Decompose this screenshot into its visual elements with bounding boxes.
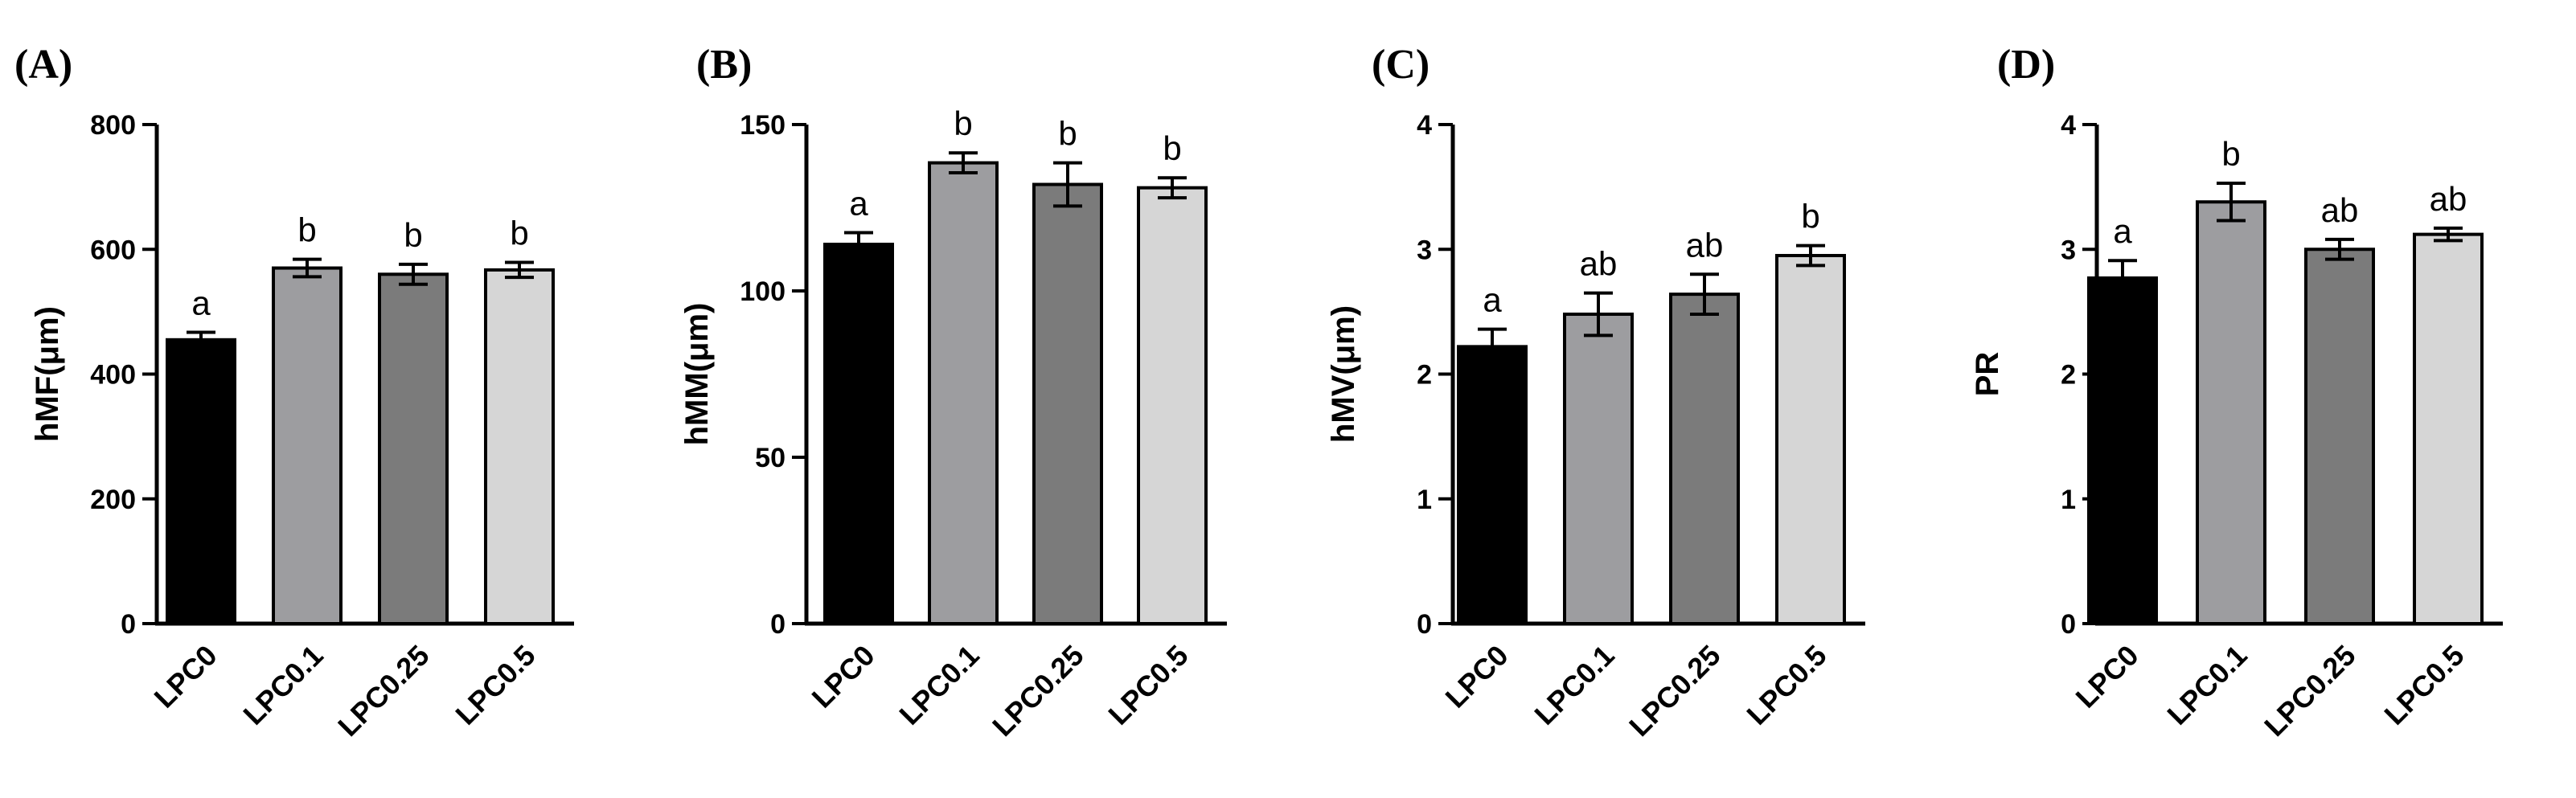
panel-label: (C) xyxy=(1372,42,1430,88)
y-axis-title: hMV(μm) xyxy=(1326,305,1361,443)
y-tick-label: 600 xyxy=(90,235,136,265)
y-tick-label: 1 xyxy=(2061,485,2076,515)
category-label: LPC0 xyxy=(2069,639,2145,714)
y-tick-label: 2 xyxy=(1417,360,1432,391)
bar-LPC0.1 xyxy=(1563,312,1634,625)
category-label: LPC0.5 xyxy=(2377,639,2470,731)
significance-label: a xyxy=(2113,212,2132,250)
significance-label: ab xyxy=(2430,180,2467,218)
category-label: LPC0.1 xyxy=(892,639,985,731)
panel-label: (D) xyxy=(1997,42,2055,88)
y-tick-label: 0 xyxy=(2061,609,2076,640)
bar-LPC0.25 xyxy=(1032,182,1103,625)
y-tick-label: 200 xyxy=(90,485,136,515)
y-tick-label: 100 xyxy=(740,276,786,307)
significance-label: a xyxy=(849,185,868,223)
category-label: LPC0.1 xyxy=(2160,639,2253,731)
y-tick-label: 2 xyxy=(2061,360,2076,391)
significance-label: b xyxy=(2221,135,2240,173)
category-label: LPC0 xyxy=(1439,639,1515,714)
bar-LPC0.25 xyxy=(378,272,449,625)
significance-label: ab xyxy=(2321,191,2359,229)
y-tick-label: 800 xyxy=(90,110,136,141)
category-label: LPC0.25 xyxy=(1622,639,1726,743)
bar-LPC0 xyxy=(2087,276,2158,625)
bar-LPC0.5 xyxy=(2413,232,2484,625)
y-tick-label: 150 xyxy=(740,110,786,141)
bar-LPC0.1 xyxy=(928,161,999,626)
y-tick-label: 50 xyxy=(755,443,786,473)
category-label: LPC0.25 xyxy=(2258,639,2361,743)
y-axis-title: PR xyxy=(1970,352,2005,397)
significance-label: ab xyxy=(1686,226,1724,264)
category-label: LPC0.5 xyxy=(1740,639,1832,731)
significance-label: b xyxy=(510,215,528,252)
significance-label: b xyxy=(954,104,972,142)
category-label: LPC0 xyxy=(148,639,224,714)
y-tick-label: 4 xyxy=(1417,110,1432,141)
y-tick-label: 400 xyxy=(90,360,136,391)
bar-LPC0.5 xyxy=(484,268,555,625)
bar-LPC0.1 xyxy=(2196,200,2266,625)
bar-LPC0 xyxy=(823,243,894,625)
chart-panel-2: (B) 0 50 100 150 hMM(μm) a LPC0 b LPC0.1 b LPC0.25 b… xyxy=(679,42,1227,743)
bar-LPC0.5 xyxy=(1137,186,1208,626)
category-label: LPC0.5 xyxy=(1101,639,1194,731)
category-label: LPC0.25 xyxy=(986,639,1089,743)
y-tick-label: 1 xyxy=(1417,485,1432,515)
bar-LPC0 xyxy=(1457,345,1528,625)
category-label: LPC0.1 xyxy=(1528,639,1620,731)
category-label: LPC0.1 xyxy=(236,639,329,731)
panel-label: (B) xyxy=(696,42,752,88)
significance-label: b xyxy=(1801,198,1819,235)
significance-label: a xyxy=(191,284,211,321)
y-axis-title: hMF(μm) xyxy=(30,306,65,442)
bar-LPC0.5 xyxy=(1775,254,1846,625)
category-label: LPC0 xyxy=(806,639,881,714)
bar-LPC0.25 xyxy=(1669,293,1740,625)
chart-panel-4: (D) 0 1 2 3 4 PR a LPC0 b LPC0.1 ab LPC0.25 ab LPC0.5 xyxy=(1970,42,2503,743)
significance-label: ab xyxy=(1580,245,1618,283)
significance-label: b xyxy=(297,211,316,249)
y-tick-label: 3 xyxy=(1417,235,1432,265)
bar-LPC0.1 xyxy=(272,266,343,625)
significance-label: b xyxy=(1058,115,1077,153)
y-tick-label: 3 xyxy=(2061,235,2076,265)
y-tick-label: 0 xyxy=(770,609,786,640)
y-tick-label: 0 xyxy=(1417,609,1432,640)
chart-panel-1: (A) 0 200 400 600 800 hMF(μm) a LPC0 b LPC0.1 b LPC0… xyxy=(14,42,574,743)
y-axis-title: hMM(μm) xyxy=(679,303,715,446)
y-tick-label: 4 xyxy=(2061,110,2076,141)
panel-label: (A) xyxy=(14,42,72,88)
significance-label: b xyxy=(404,216,422,254)
chart-panel-3: (C) 0 1 2 3 4 hMV(μm) a LPC0 ab LPC0.1 ab LPC0.25 b LP… xyxy=(1326,42,1865,743)
bar-LPC0 xyxy=(166,338,236,625)
category-label: LPC0.5 xyxy=(449,639,541,731)
bar-LPC0.25 xyxy=(2304,248,2375,625)
significance-label: a xyxy=(1483,281,1502,319)
significance-label: b xyxy=(1163,129,1181,167)
y-tick-label: 0 xyxy=(121,609,136,640)
category-label: LPC0.25 xyxy=(331,639,435,743)
